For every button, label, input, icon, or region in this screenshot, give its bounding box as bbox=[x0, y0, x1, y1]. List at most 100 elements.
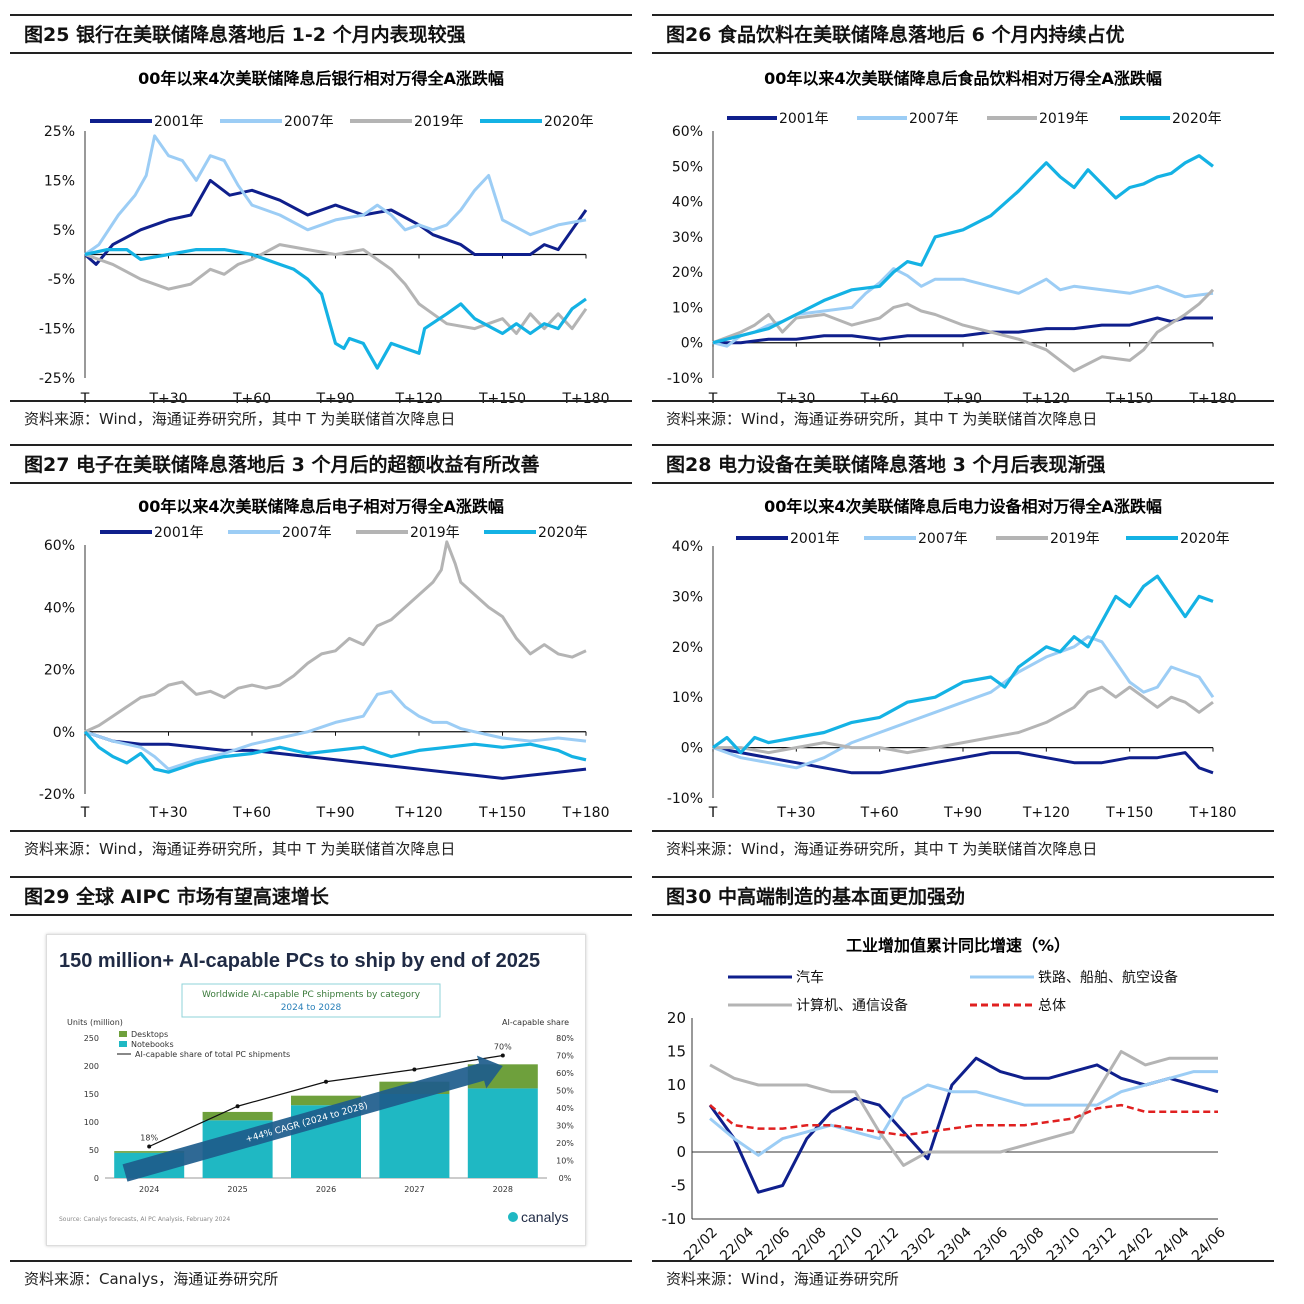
y-tick-label: 20% bbox=[44, 663, 75, 679]
y2-tick-label: 70% bbox=[556, 1052, 574, 1061]
y-tick-label: -10% bbox=[667, 371, 703, 387]
legend-label: 2019年 bbox=[414, 114, 464, 130]
series-line bbox=[709, 1050, 1218, 1167]
figure-28-title: 图28 电力设备在美联储降息落地 3 个月后表现渐强 bbox=[652, 444, 1274, 484]
figure-28: 图28 电力设备在美联储降息落地 3 个月后表现渐强 00年以来4次美联储降息后… bbox=[652, 444, 1274, 866]
x-tick-label: T+180 bbox=[1188, 391, 1236, 407]
series-2001 bbox=[712, 746, 1214, 775]
y-tick-label: 0% bbox=[681, 336, 703, 352]
y-tick-label: 20% bbox=[672, 640, 703, 656]
x-tick-label: T+120 bbox=[1022, 391, 1070, 407]
bar-desktops bbox=[114, 1151, 185, 1153]
legend-label: 2007年 bbox=[909, 111, 959, 127]
x-tick-label: 23/06 bbox=[971, 1224, 1011, 1260]
x-tick-label: T+180 bbox=[561, 391, 609, 407]
x-tick-label: 23/04 bbox=[935, 1224, 975, 1260]
y-tick-label: 20 bbox=[667, 1009, 686, 1027]
legend-label: 2007年 bbox=[284, 114, 334, 130]
series-2020 bbox=[83, 730, 587, 774]
series-line bbox=[708, 1056, 1219, 1194]
legend-label: 铁路、船舶、航空设备 bbox=[1038, 969, 1178, 986]
figure-27-title: 图27 电子在美联储降息落地后 3 个月后的超额收益有所改善 bbox=[10, 444, 632, 484]
figure-30-title: 图30 中高端制造的基本面更加强劲 bbox=[652, 876, 1274, 916]
canalys-image: 150 million+ AI-capable PCs to ship by e… bbox=[46, 934, 586, 1246]
figure-30: 图30 中高端制造的基本面更加强劲 工业增加值累计同比增速（%） 汽车 铁路、船舶… bbox=[652, 876, 1274, 1296]
source-note: 资料来源：Wind，海通证券研究所 bbox=[652, 1260, 1274, 1296]
series-2001 bbox=[84, 178, 588, 266]
series-2001 bbox=[713, 316, 1213, 345]
y-tick-label: 5% bbox=[53, 223, 75, 239]
y-tick-label: 0 bbox=[94, 1174, 99, 1183]
x-tick-label: T+90 bbox=[943, 391, 982, 407]
x-tick-label: 24/02 bbox=[1116, 1225, 1156, 1260]
series-2020 bbox=[712, 154, 1214, 345]
x-tick-label: T+180 bbox=[1188, 805, 1236, 821]
legend-label: 2007年 bbox=[282, 525, 332, 541]
y-tick-label: 0 bbox=[676, 1143, 686, 1161]
x-tick-label: T+30 bbox=[776, 805, 815, 821]
x-tick-label: 22/10 bbox=[826, 1225, 866, 1260]
x-tick-label: 2028 bbox=[493, 1185, 513, 1194]
subtitle-box bbox=[181, 983, 441, 1018]
chart-26: 00年以来4次美联储降息后食品饮料相对万得全A涨跌幅 2001年 2007年 201… bbox=[667, 69, 1237, 407]
y2-tick-label: 30% bbox=[556, 1122, 574, 1131]
x-tick-label: T+120 bbox=[394, 391, 442, 407]
y-tick-label: -25% bbox=[39, 371, 75, 387]
y2-tick-label: 80% bbox=[556, 1034, 574, 1043]
y-tick-label: 25% bbox=[44, 124, 75, 140]
series-2020 bbox=[84, 248, 587, 370]
figure-26: 图26 食品饮料在美联储降息落地后 6 个月内持续占优 00年以来4次美联储降息… bbox=[652, 14, 1274, 436]
legend-share: AI-capable share of total PC shipments bbox=[135, 1050, 290, 1059]
share-line bbox=[148, 1054, 503, 1148]
subtitle-line2: 2024 to 2028 bbox=[281, 1003, 342, 1013]
figure-25: 图25 银行在美联储降息落地后 1-2 个月内表现较强 00年以来4次美联储降息… bbox=[10, 14, 632, 436]
series-2019 bbox=[84, 540, 587, 734]
subtitle-line1: Worldwide AI-capable PC shipments by cat… bbox=[202, 990, 421, 1000]
source-note: 资料来源：Wind，海通证券研究所，其中 T 为美联储首次降息日 bbox=[652, 830, 1274, 866]
x-tick-label: T+120 bbox=[1022, 805, 1070, 821]
series-2007 bbox=[84, 134, 587, 256]
series-2019 bbox=[712, 288, 1215, 373]
footnote: Source: Canalys forecasts, AI PC Analysi… bbox=[59, 1216, 230, 1223]
cagr-arrow-shape bbox=[122, 1055, 503, 1182]
chart-title: 工业增加值累计同比增速（%） bbox=[846, 936, 1070, 955]
x-tick-label: T+30 bbox=[776, 391, 815, 407]
chart-title: 00年以来4次美联储降息后电力设备相对万得全A涨跌幅 bbox=[764, 497, 1162, 516]
y-tick-label: 60% bbox=[672, 124, 703, 140]
chart-28: 00年以来4次美联储降息后电力设备相对万得全A涨跌幅 2001年 2007年 201… bbox=[667, 497, 1237, 821]
legend-label: 2001年 bbox=[779, 111, 829, 127]
y-tick-label: 15% bbox=[44, 173, 75, 189]
source-note: 资料来源：Wind，海通证券研究所，其中 T 为美联储首次降息日 bbox=[10, 400, 632, 436]
chart-title: 00年以来4次美联储降息后食品饮料相对万得全A涨跌幅 bbox=[764, 69, 1162, 88]
chart-25: 00年以来4次美联储降息后银行相对万得全A涨跌幅 2001年 2007年 2019年… bbox=[39, 69, 610, 407]
x-tick-label: 23/12 bbox=[1080, 1225, 1120, 1260]
legend-label: 2019年 bbox=[1039, 111, 1089, 127]
x-tick-label: 23/08 bbox=[1008, 1225, 1048, 1260]
x-tick-label: T bbox=[708, 391, 718, 407]
legend-desktops: Desktops bbox=[131, 1030, 168, 1039]
series-2019 bbox=[84, 243, 588, 335]
bar-desktops bbox=[291, 1095, 361, 1106]
y-tick-label: 30% bbox=[672, 589, 703, 605]
x-tick-label: T+120 bbox=[394, 805, 442, 821]
bar-desktops bbox=[202, 1111, 273, 1121]
y2-tick-label: 40% bbox=[556, 1104, 574, 1113]
figure-29: 图29 全球 AIPC 市场有望高速增长 150 million+ AI-cap… bbox=[10, 876, 632, 1296]
source-note: 资料来源：Wind，海通证券研究所，其中 T 为美联储首次降息日 bbox=[652, 400, 1274, 436]
y-tick-label: 0% bbox=[53, 725, 75, 741]
y-tick-label: 0% bbox=[681, 741, 703, 757]
legend-label: 2019年 bbox=[410, 525, 460, 541]
y2-tick-label: 50% bbox=[556, 1087, 574, 1096]
y2-tick-label: 0% bbox=[559, 1174, 572, 1183]
x-tick-label: T+60 bbox=[232, 805, 271, 821]
x-tick-label: 22/02 bbox=[681, 1225, 721, 1260]
legend-label: 2001年 bbox=[154, 525, 204, 541]
x-tick-label: 22/08 bbox=[790, 1225, 830, 1260]
y-tick-label: 100 bbox=[84, 1118, 99, 1127]
y-tick-label: 5 bbox=[676, 1110, 686, 1128]
series-2001 bbox=[84, 730, 587, 780]
legend-label: 2007年 bbox=[918, 531, 968, 547]
x-tick-label: 24/04 bbox=[1153, 1224, 1193, 1260]
legend-label: 2001年 bbox=[154, 114, 204, 130]
